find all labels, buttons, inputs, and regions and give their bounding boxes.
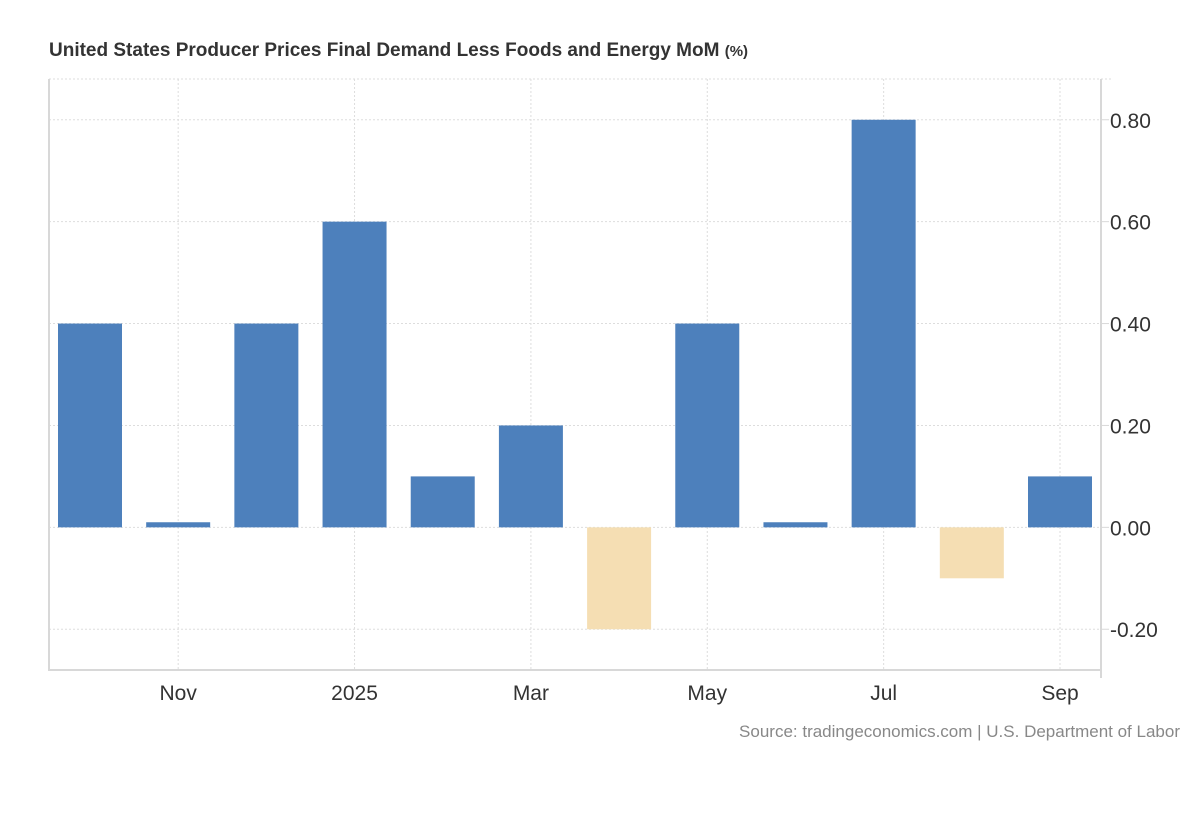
bar-2025-03: [498, 425, 563, 528]
bar-2025-02: [410, 476, 475, 528]
bar-2025-09: [1028, 476, 1092, 528]
y-tick-label: 0.40: [1110, 314, 1151, 337]
x-tick-label: Jul: [870, 682, 897, 705]
y-tick-label: 0.60: [1110, 212, 1151, 235]
x-tick-label: Nov: [160, 682, 198, 705]
bar-2025-04: [587, 527, 652, 630]
bar-2025-07: [851, 119, 916, 528]
y-tick-label: 0.20: [1110, 415, 1151, 438]
x-tick-label: May: [687, 682, 727, 705]
chart-title-text: United States Producer Prices Final Dema…: [49, 40, 720, 61]
bar-2025-01: [322, 221, 387, 528]
chart-title: United States Producer Prices Final Dema…: [49, 40, 748, 62]
source-note: Source: tradingeconomics.com | U.S. Depa…: [739, 722, 1180, 741]
bar-2024-11: [146, 522, 211, 528]
bar-2025-08: [939, 527, 1004, 579]
bar-2024-12: [234, 323, 299, 528]
y-tick-label: 0.80: [1110, 110, 1151, 133]
chart-unit: (%): [724, 43, 749, 60]
x-tick-label: Sep: [1041, 682, 1078, 705]
x-tick-label: Mar: [513, 682, 549, 705]
bar-2024-10: [58, 323, 122, 528]
y-tick-label: -0.20: [1110, 619, 1158, 642]
bar-2025-06: [763, 522, 828, 528]
x-tick-label: 2025: [331, 682, 378, 705]
y-tick-label: 0.00: [1110, 517, 1151, 540]
bar-2025-05: [675, 323, 740, 528]
